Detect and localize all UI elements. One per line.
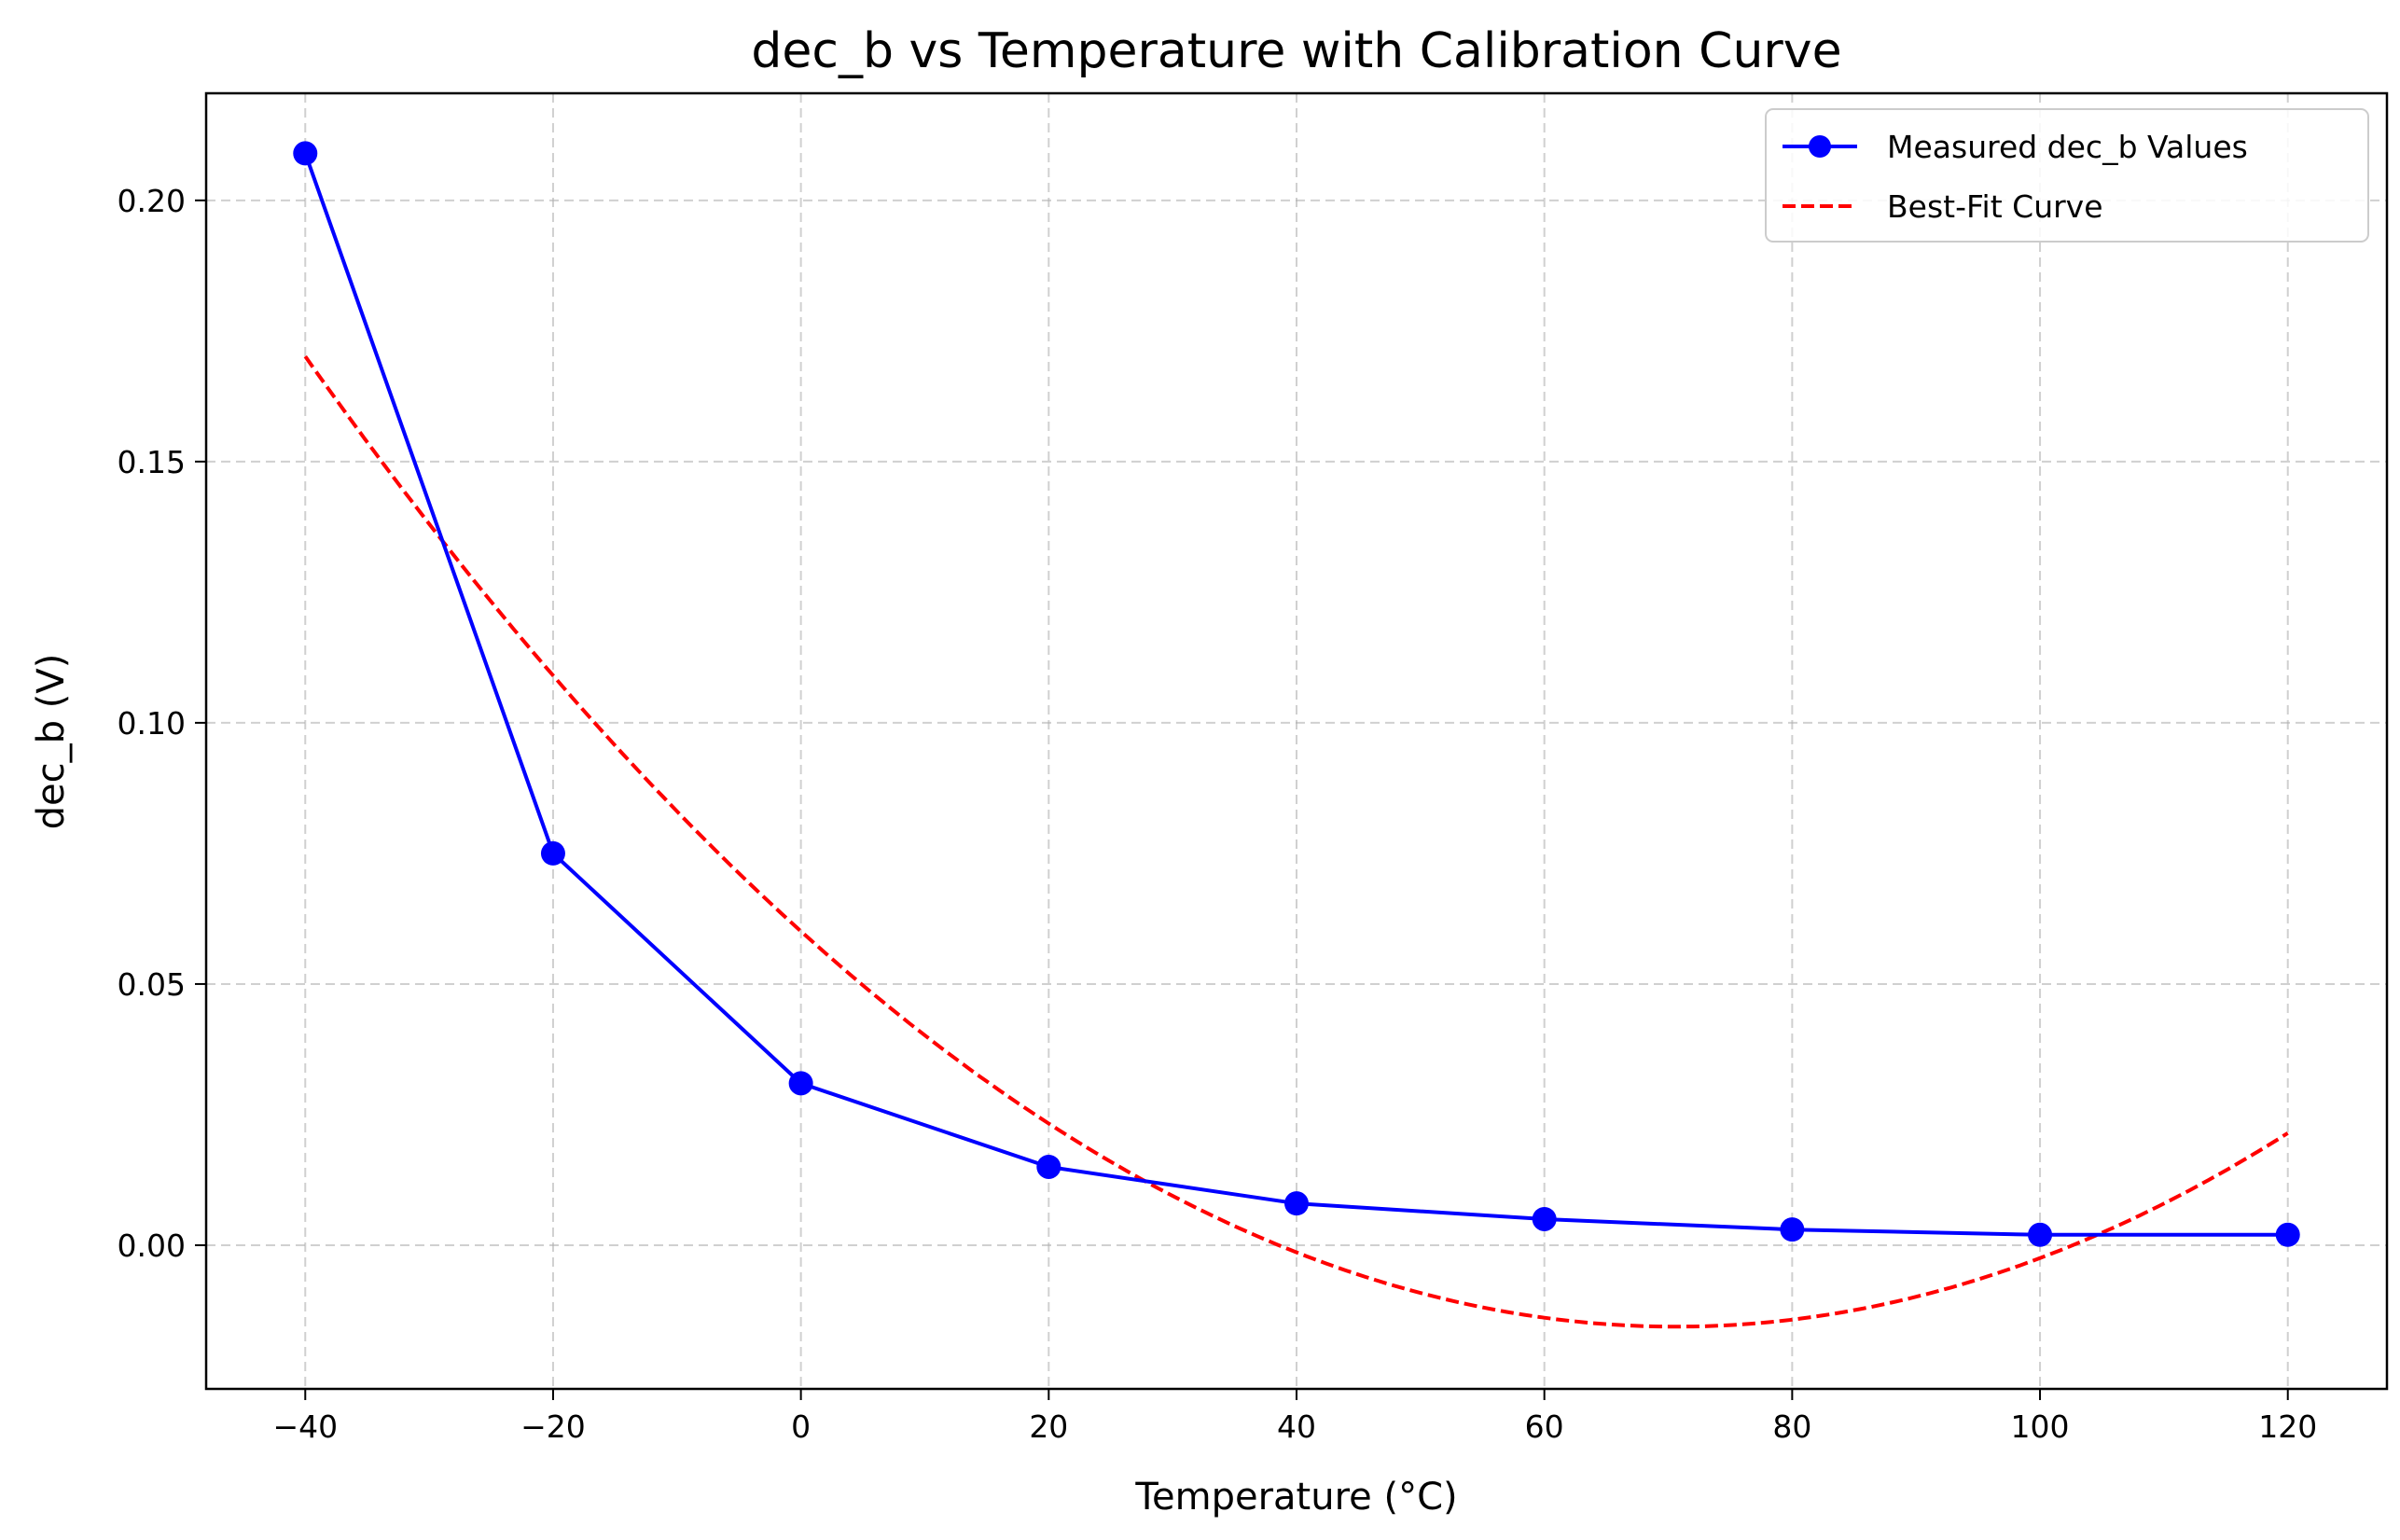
x-tick-label: 0 <box>791 1408 811 1445</box>
measured-data-point <box>2028 1222 2053 1247</box>
x-tick-label: 120 <box>2258 1408 2317 1445</box>
measured-data-point <box>2275 1222 2300 1247</box>
legend-swatch-marker-measured <box>1809 135 1831 158</box>
measured-data-point <box>1284 1191 1309 1216</box>
measured-data-point <box>1036 1154 1061 1179</box>
x-tick-label: 100 <box>2011 1408 2070 1445</box>
best-fit-curve <box>303 354 2289 1329</box>
y-tick-label: 0.10 <box>118 705 186 742</box>
y-tick-label: 0.20 <box>118 183 186 219</box>
legend-label-measured: Measured dec_b Values <box>1887 129 2248 165</box>
measured-data-point <box>540 840 565 866</box>
legend: Measured dec_b Values Best-Fit Curve <box>1765 108 2369 243</box>
x-axis-label: Temperature (°C) <box>1134 1476 1457 1519</box>
x-tick-label: 40 <box>1277 1408 1316 1445</box>
measured-data-point <box>1532 1206 1557 1231</box>
legend-label-best-fit: Best-Fit Curve <box>1887 188 2103 225</box>
grid-lines <box>206 93 2387 1389</box>
y-tick-label: 0.15 <box>118 444 186 480</box>
y-tick-label: 0.05 <box>118 966 186 1003</box>
measured-data-point <box>788 1071 813 1096</box>
axis-ticks: −40 −20 0 20 40 60 80 100 120 0.00 0.05 0.10 0.15 0.2… <box>118 183 2318 1445</box>
x-tick-label: −20 <box>520 1408 586 1445</box>
x-tick-label: 60 <box>1525 1408 1564 1445</box>
legend-box <box>1765 108 2369 243</box>
chart-title: dec_b vs Temperature with Calibration Cu… <box>751 23 1841 79</box>
y-axis-label: dec_b (V) <box>30 654 73 830</box>
x-tick-label: 80 <box>1772 1408 1811 1445</box>
y-tick-label: 0.00 <box>118 1228 186 1264</box>
x-tick-label: 20 <box>1029 1408 1068 1445</box>
measured-data-point <box>1780 1217 1805 1242</box>
x-tick-label: −40 <box>272 1408 338 1445</box>
measured-data-point <box>293 141 318 166</box>
plot-series <box>293 141 2300 1329</box>
